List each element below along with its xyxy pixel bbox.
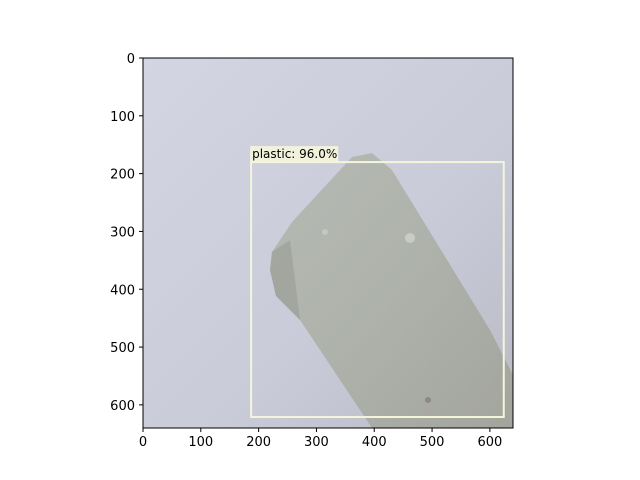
x-tick-label: 500: [420, 435, 445, 450]
y-tick-label: 600: [110, 399, 135, 414]
photo: [143, 58, 513, 428]
y-tick-label: 0: [127, 52, 135, 67]
y-tick-label: 500: [110, 341, 135, 356]
x-tick-label: 300: [304, 435, 329, 450]
x-tick-label: 100: [188, 435, 213, 450]
box-label: plastic: 96.0%: [252, 147, 337, 161]
y-tick-label: 100: [110, 110, 135, 125]
bounding-box: [250, 161, 505, 419]
x-tick-label: 200: [246, 435, 271, 450]
axes-frame: [142, 57, 514, 429]
x-tick-label: 0: [139, 435, 147, 450]
x-tick-label: 600: [477, 435, 502, 450]
x-tick-label: 400: [362, 435, 387, 450]
y-tick-label: 200: [110, 168, 135, 183]
y-tick-label: 400: [110, 283, 135, 298]
box-label-background: [250, 146, 339, 163]
y-tick-label: 300: [110, 225, 135, 240]
